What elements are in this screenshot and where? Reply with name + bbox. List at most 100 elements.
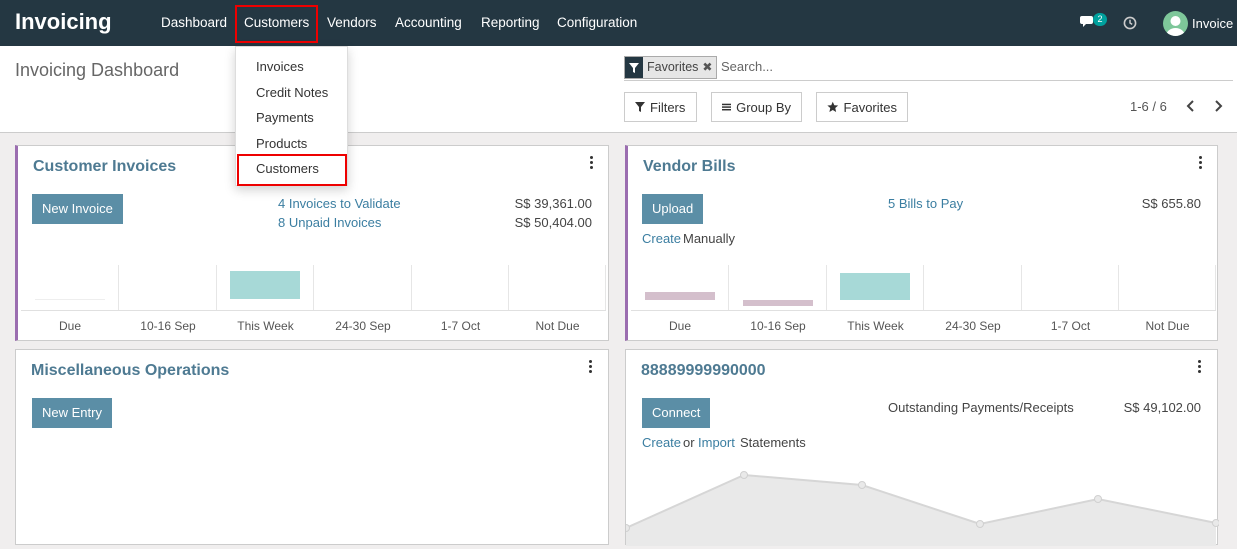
chart-column — [217, 265, 314, 310]
card-options-icon[interactable] — [1198, 360, 1202, 374]
dropdown-item-invoices[interactable]: Invoices — [256, 59, 304, 74]
menu-customers[interactable]: Customers — [244, 15, 310, 30]
graph-point[interactable] — [976, 520, 984, 528]
favorites-label: Favorites — [843, 99, 897, 115]
create-manually-suffix: Manually — [683, 231, 736, 246]
customer-invoices-chart — [21, 265, 606, 310]
star-icon — [827, 101, 839, 112]
chart-bar-this-week[interactable] — [230, 271, 300, 299]
bank-journal-title[interactable]: 88889999990000 — [641, 362, 766, 379]
upload-button[interactable]: Upload — [642, 194, 704, 224]
chart-label-24-30-sep: 24-30 Sep — [335, 319, 391, 333]
bank-balance-graph — [626, 471, 1220, 546]
create-statement-link[interactable]: Create — [642, 435, 682, 450]
chart-column — [412, 265, 509, 310]
create-manually-link[interactable]: Create — [642, 231, 682, 246]
chart-column — [827, 265, 924, 310]
new-entry-button[interactable]: New Entry — [32, 398, 112, 428]
chart-column — [924, 265, 1022, 310]
filter-icon — [635, 102, 645, 112]
vendor-bills-title[interactable]: Vendor Bills — [643, 158, 736, 175]
card-options-icon[interactable] — [590, 156, 594, 170]
pager-value[interactable]: 1-6 / 6 — [1130, 99, 1167, 114]
vendor-bills-card: Vendor Bills Upload 5 Bills to Pay S$ 65… — [625, 145, 1218, 341]
misc-operations-card: Miscellaneous Operations New Entry — [15, 349, 609, 545]
bills-to-pay-amount: S$ 655.80 — [1141, 196, 1201, 211]
chart-column — [314, 265, 412, 310]
top-navbar: Invoicing Dashboard Customers Vendors Ac… — [0, 0, 1237, 46]
chart-axis — [631, 310, 1216, 311]
chart-bar-10-16-sep[interactable] — [743, 300, 813, 306]
dropdown-item-credit-notes[interactable]: Credit Notes — [256, 85, 329, 100]
bills-to-pay-link[interactable]: 5 Bills to Pay — [888, 196, 964, 211]
chart-label-24-30-sep: 24-30 Sep — [945, 319, 1001, 333]
invoices-to-validate-link[interactable]: 4 Invoices to Validate — [278, 196, 401, 211]
menu-accounting[interactable]: Accounting — [395, 15, 462, 30]
graph-point[interactable] — [626, 524, 630, 532]
chart-bar-due[interactable] — [35, 299, 105, 300]
graph-point[interactable] — [858, 481, 866, 489]
dropdown-item-customers[interactable]: Customers — [256, 161, 319, 176]
facet-remove-icon[interactable]: ✖ — [702, 60, 713, 74]
vendor-bills-chart — [631, 265, 1216, 310]
menu-configuration[interactable]: Configuration — [557, 15, 638, 30]
dropdown-item-products[interactable]: Products — [256, 136, 308, 151]
or-text: or — [683, 435, 695, 450]
unpaid-invoices-link[interactable]: 8 Unpaid Invoices — [278, 215, 382, 230]
filter-funnel-icon — [625, 57, 643, 78]
menu-dashboard[interactable]: Dashboard — [161, 15, 228, 30]
chart-label-10-16-sep: 10-16 Sep — [140, 319, 196, 333]
app-brand[interactable]: Invoicing — [15, 9, 112, 34]
filters-button[interactable]: Filters — [624, 92, 697, 122]
unpaid-invoices-amount: S$ 50,404.00 — [514, 215, 592, 230]
graph-point[interactable] — [1212, 519, 1220, 527]
menu-vendors[interactable]: Vendors — [327, 15, 377, 30]
chart-bar-this-week[interactable] — [840, 273, 910, 300]
user-avatar[interactable] — [1163, 11, 1188, 36]
invoices-to-validate-amount: S$ 39,361.00 — [514, 196, 592, 211]
list-bars-icon — [722, 103, 732, 111]
pager-previous-icon[interactable] — [1183, 98, 1199, 114]
card-options-icon[interactable] — [589, 360, 593, 374]
graph-point[interactable] — [740, 471, 748, 479]
chart-label-due: Due — [668, 319, 691, 333]
favorites-button[interactable]: Favorites — [816, 92, 908, 122]
user-silhouette-icon — [1166, 16, 1185, 36]
connect-button[interactable]: Connect — [642, 398, 711, 428]
chart-column — [1119, 265, 1216, 310]
chart-column — [119, 265, 217, 310]
new-invoice-button[interactable]: New Invoice — [32, 194, 123, 224]
misc-operations-title[interactable]: Miscellaneous Operations — [31, 362, 230, 379]
graph-point[interactable] — [1094, 495, 1102, 503]
chart-label-this-week: This Week — [237, 319, 294, 333]
outstanding-label: Outstanding Payments/Receipts — [888, 400, 1074, 415]
user-name[interactable]: Invoice — [1192, 16, 1234, 31]
chart-column — [1022, 265, 1119, 310]
search-facet-favorites: Favorites ✖ — [624, 56, 718, 79]
chart-label-10-16-sep: 10-16 Sep — [750, 319, 806, 333]
menu-reporting[interactable]: Reporting — [481, 15, 540, 30]
import-statement-link[interactable]: Import — [698, 435, 735, 450]
pager-next-icon[interactable] — [1210, 98, 1226, 114]
group-by-button[interactable]: Group By — [711, 92, 802, 122]
customers-menu-highlight — [235, 5, 318, 43]
chart-column — [631, 265, 729, 310]
chart-axis — [21, 310, 606, 311]
messages-icon[interactable] — [1080, 15, 1096, 29]
chart-column — [21, 265, 119, 310]
chart-column — [729, 265, 827, 310]
search-input[interactable] — [721, 59, 1221, 74]
chart-label-not-due: Not Due — [535, 319, 580, 333]
chart-label-not-due: Not Due — [1145, 319, 1190, 333]
activity-clock-icon[interactable] — [1123, 16, 1137, 30]
customer-invoices-title[interactable]: Customer Invoices — [33, 158, 177, 175]
page-title: Invoicing Dashboard — [15, 60, 180, 80]
chart-label-1-7-oct: 1-7 Oct — [440, 319, 481, 333]
dropdown-item-payments[interactable]: Payments — [256, 110, 314, 125]
chart-column — [509, 265, 606, 310]
chart-bar-due[interactable] — [645, 292, 715, 300]
customers-item-highlight — [237, 154, 347, 186]
outstanding-amount: S$ 49,102.00 — [1123, 400, 1201, 415]
card-options-icon[interactable] — [1199, 156, 1203, 170]
chart-label-due: Due — [58, 319, 81, 333]
